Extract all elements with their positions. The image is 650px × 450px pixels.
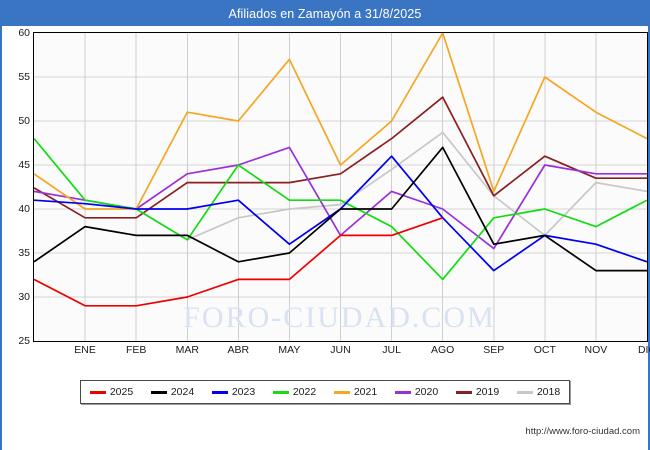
legend-swatch-icon bbox=[89, 390, 106, 394]
y-tick-label: 60 bbox=[18, 27, 30, 39]
legend-label: 2019 bbox=[475, 386, 500, 398]
x-tick-label: JUN bbox=[330, 344, 351, 356]
legend-swatch-icon bbox=[150, 390, 167, 394]
y-tick-label: 45 bbox=[18, 159, 30, 171]
legend-swatch-icon bbox=[211, 390, 228, 394]
x-tick-label: MAY bbox=[278, 344, 301, 356]
plot-lines bbox=[34, 33, 647, 341]
x-tick-label: OCT bbox=[533, 344, 556, 356]
legend-item-2019[interactable]: 2019 bbox=[455, 386, 500, 398]
x-tick-label: FEB bbox=[125, 344, 147, 356]
legend-item-2022[interactable]: 2022 bbox=[272, 386, 317, 398]
x-tick-label: JUL bbox=[382, 344, 401, 356]
window-title: Afiliados en Zamayón a 31/8/2025 bbox=[2, 2, 648, 26]
legend-swatch-icon bbox=[455, 390, 472, 394]
x-tick-label: NOV bbox=[584, 344, 608, 356]
y-tick-label: 35 bbox=[18, 247, 30, 259]
chart-legend: 2025 2024 2023 2022 2021 2020 2019 2018 bbox=[80, 380, 570, 404]
legend-label: 2021 bbox=[353, 386, 378, 398]
legend-item-2024[interactable]: 2024 bbox=[150, 386, 195, 398]
y-tick-label: 30 bbox=[18, 291, 30, 303]
legend-swatch-icon bbox=[516, 390, 533, 394]
legend-swatch-icon bbox=[333, 390, 350, 394]
legend-label: 2020 bbox=[414, 386, 439, 398]
legend-item-2025[interactable]: 2025 bbox=[89, 386, 134, 398]
y-tick-label: 50 bbox=[18, 115, 30, 127]
x-tick-label: DIC bbox=[637, 344, 650, 356]
y-tick-label: 25 bbox=[18, 335, 30, 347]
legend-item-2023[interactable]: 2023 bbox=[211, 386, 256, 398]
y-tick-label: 55 bbox=[18, 71, 30, 83]
source-url: http://www.foro-ciudad.com bbox=[525, 426, 640, 437]
legend-label: 2025 bbox=[109, 386, 134, 398]
x-tick-label: SEP bbox=[483, 344, 505, 356]
x-tick-label: MAR bbox=[175, 344, 199, 356]
legend-label: 2024 bbox=[170, 386, 195, 398]
legend-item-2018[interactable]: 2018 bbox=[516, 386, 561, 398]
legend-label: 2018 bbox=[536, 386, 561, 398]
chart-container: 25 30 35 40 45 50 55 60 ENE FEB MAR ABR MAY JUN JUL AG… bbox=[2, 26, 650, 450]
plot-area bbox=[33, 32, 648, 342]
x-tick-label: ABR bbox=[227, 344, 250, 356]
x-axis: ENE FEB MAR ABR MAY JUN JUL AGO SEP OCT NOV DIC bbox=[33, 344, 650, 362]
x-tick-label: AGO bbox=[430, 344, 455, 356]
legend-item-2021[interactable]: 2021 bbox=[333, 386, 378, 398]
x-tick-label: ENE bbox=[74, 344, 96, 356]
legend-label: 2023 bbox=[231, 386, 256, 398]
legend-label: 2022 bbox=[292, 386, 317, 398]
legend-swatch-icon bbox=[394, 390, 411, 394]
y-axis: 25 30 35 40 45 50 55 60 bbox=[2, 27, 30, 347]
legend-item-2020[interactable]: 2020 bbox=[394, 386, 439, 398]
y-tick-label: 40 bbox=[18, 203, 30, 215]
legend-swatch-icon bbox=[272, 390, 289, 394]
